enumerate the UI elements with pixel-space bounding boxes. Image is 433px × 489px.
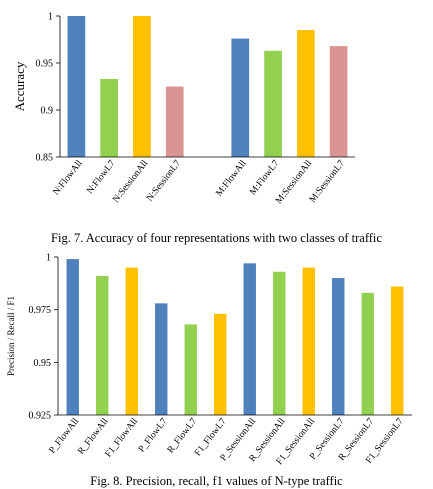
figure-7-caption: Fig. 7. Accuracy of four representations… (51, 231, 382, 245)
accuracy-y-axis-title: Accuracy (12, 61, 27, 111)
prf1-ytick-label: 0.975 (29, 305, 52, 316)
accuracy-bar (165, 86, 184, 157)
precision-recall-f1-bar-chart: 10.9750.950.925P_FlowAllR_FlowAllF1_Flow… (6, 253, 412, 467)
prf1-bar (66, 259, 79, 415)
accuracy-category-label: N:FlowL7 (85, 158, 117, 196)
prf1-bar (243, 263, 256, 415)
prf1-bar (332, 278, 345, 415)
accuracy-bar-chart: 10.950.90.85N:FlowAll N:FlowL7N:SessionAl… (12, 12, 355, 206)
prf1-ytick-label: 0.925 (29, 411, 52, 422)
prf1-bar (302, 267, 315, 415)
prf1-bar (361, 292, 374, 415)
accuracy-bar (133, 16, 151, 157)
prf1-ytick-label: 1 (46, 253, 51, 264)
prf1-ytick-label: 0.95 (34, 358, 52, 369)
accuracy-ytick-label: 0.85 (36, 153, 54, 164)
accuracy-ytick-label: 0.95 (36, 59, 54, 70)
accuracy-category-label: M:FlowL7 (248, 159, 281, 198)
prf1-bar (96, 275, 109, 415)
prf1-bar (214, 313, 227, 415)
prf1-bar (155, 303, 168, 415)
prf1-bar (125, 267, 138, 415)
accuracy-category-label: M:FlowAll (214, 158, 248, 198)
accuracy-category-label: M:SessionL7 (308, 159, 347, 205)
figure-8-caption: Fig. 8. Precision, recall, f1 values of … (90, 474, 343, 488)
accuracy-ytick-label: 1 (48, 12, 53, 23)
accuracy-category-label: N:FlowAll (52, 158, 85, 197)
prf1-bar (391, 286, 404, 415)
accuracy-bar (100, 78, 119, 157)
accuracy-category-label: N:SessionL7 (145, 158, 183, 203)
accuracy-bar (231, 38, 250, 158)
prf1-category-label: P_FlowL7 (137, 416, 170, 454)
accuracy-bar (329, 46, 348, 157)
prf1-bar (273, 271, 286, 415)
accuracy-ytick-label: 0.9 (41, 106, 54, 117)
accuracy-bar (296, 30, 315, 158)
accuracy-bar (264, 50, 282, 157)
prf1-y-axis-title: Precision / Recall / F1 (6, 296, 16, 376)
accuracy-bar (67, 16, 86, 157)
prf1-bar (184, 324, 197, 415)
